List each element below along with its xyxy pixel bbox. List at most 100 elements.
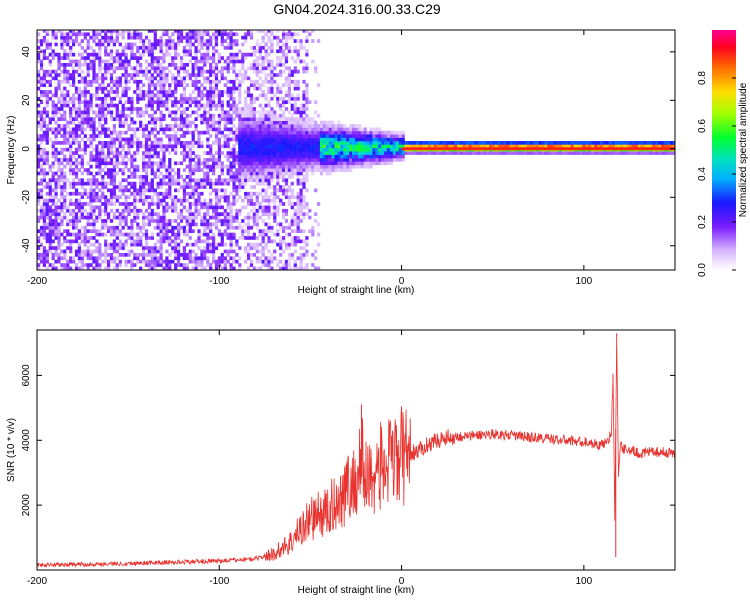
- spectrogram-cell: [54, 120, 58, 125]
- spectrogram-cell: [212, 52, 216, 57]
- spectrogram-cell: [77, 259, 81, 264]
- spectrogram-cell: [194, 66, 198, 71]
- spectrogram-cell: [413, 144, 417, 149]
- spectrogram-cell: [57, 246, 61, 250]
- spectrogram-cell: [255, 236, 259, 240]
- spectrogram-cell: [185, 219, 189, 223]
- spectrogram-cell: [118, 229, 122, 233]
- spectrogram-cell: [258, 76, 262, 81]
- spectrogram-cell: [284, 208, 289, 213]
- spectrogram-cell: [267, 181, 271, 186]
- spectrogram-cell: [194, 256, 198, 261]
- spectrogram-cell: [115, 246, 119, 250]
- spectrogram-cell: [258, 103, 262, 108]
- spectrogram-cell: [95, 144, 99, 149]
- spectrogram-cell: [296, 127, 300, 132]
- spectrogram-cell: [130, 32, 134, 37]
- spectrogram-cell: [139, 236, 143, 240]
- spectrogram-cell: [121, 178, 125, 183]
- spectrogram-cell: [235, 141, 239, 145]
- spectrogram-cell: [311, 147, 315, 152]
- spectrogram-cell: [179, 35, 184, 40]
- spectrogram-cell: [104, 246, 108, 250]
- spectrogram-cell: [66, 56, 70, 60]
- spectrogram-cell: [212, 181, 216, 186]
- spectrogram-cell: [45, 215, 49, 220]
- spectrogram-cell: [276, 161, 280, 166]
- spectrogram-cell: [235, 158, 239, 162]
- spectrogram-cell: [229, 46, 233, 50]
- spectrogram-cell: [264, 198, 268, 203]
- spectrogram-cell: [214, 73, 219, 77]
- spectrogram-cell: [249, 164, 254, 169]
- spectrogram-cell: [66, 208, 70, 213]
- spectrogram-cell: [80, 178, 84, 183]
- spectrogram-cell: [42, 134, 46, 138]
- spectrogram-cell: [48, 232, 52, 237]
- spectrogram-cell: [235, 208, 239, 213]
- spectrogram-cell: [95, 86, 99, 91]
- spectrogram-cell: [69, 168, 73, 172]
- spectrogram-cell: [159, 198, 163, 203]
- spectrogram-cell: [179, 83, 184, 87]
- spectrogram-cell: [37, 32, 41, 37]
- spectrogram-cell: [232, 158, 236, 162]
- spectrogram-cell: [255, 212, 259, 216]
- spectrogram-cell: [287, 175, 291, 179]
- spectrogram-cell: [220, 171, 224, 176]
- spectrogram-cell: [276, 232, 280, 237]
- spectrogram-cell: [349, 158, 353, 162]
- spectrogram-cell: [51, 141, 55, 145]
- spectrogram-cell: [284, 35, 289, 40]
- spectrogram-cell: [144, 222, 149, 227]
- spectrogram-cell: [389, 154, 394, 159]
- spectrogram-cell: [86, 202, 90, 206]
- spectrogram-cell: [185, 198, 189, 203]
- spectrogram-cell: [109, 229, 114, 233]
- spectrogram-cell: [179, 30, 184, 33]
- spectrogram-cell: [305, 69, 309, 74]
- spectrogram-cell: [124, 59, 128, 64]
- spectrogram-cell: [212, 69, 216, 74]
- spectrogram-cell: [317, 154, 321, 159]
- spectrogram-cell: [150, 83, 154, 87]
- spectrogram-cell: [60, 69, 64, 74]
- spectrogram-cell: [165, 259, 169, 264]
- spectrogram-cell: [203, 246, 207, 250]
- spectrogram-cell: [66, 158, 70, 162]
- spectrogram-cell: [334, 134, 338, 138]
- spectrogram-cell: [51, 93, 55, 98]
- spectrogram-cell: [168, 242, 172, 247]
- spectrogram-cell: [247, 232, 251, 237]
- spectrogram-cell: [144, 239, 149, 244]
- spectrogram-cell: [54, 86, 58, 91]
- spectrogram-cell: [515, 151, 519, 155]
- spectrogram-cell: [197, 103, 201, 108]
- spectrogram-cell: [206, 256, 210, 261]
- spectrogram-cell: [77, 113, 81, 118]
- spectrogram-cell: [276, 83, 280, 87]
- spectrogram-cell: [328, 134, 332, 138]
- spectrogram-cell: [468, 141, 472, 145]
- spectrogram-cell: [293, 32, 297, 37]
- spectrogram-cell: [83, 90, 87, 94]
- spectrogram-cell: [136, 69, 140, 74]
- spectrogram-cell: [98, 158, 102, 162]
- spectrogram-cell: [139, 56, 143, 60]
- spectrogram-cell: [232, 130, 236, 135]
- spectrogram-cell: [279, 259, 283, 264]
- spectrogram-cell: [209, 242, 213, 247]
- spectrogram-cell: [244, 32, 248, 37]
- spectrogram-cell: [319, 161, 324, 166]
- spectrogram-cell: [147, 219, 151, 223]
- spectrogram-cell: [217, 120, 221, 125]
- spectrogram-cell: [127, 249, 131, 254]
- spectrogram-cell: [112, 79, 116, 84]
- spectrogram-cell: [42, 110, 46, 115]
- spectrogram-cell: [80, 249, 84, 254]
- spectrogram-cell: [92, 137, 96, 142]
- spectrogram-cell: [217, 205, 221, 210]
- spectrogram-cell: [264, 222, 268, 227]
- spectrogram-cell: [261, 239, 265, 244]
- spectrogram-cell: [89, 171, 93, 176]
